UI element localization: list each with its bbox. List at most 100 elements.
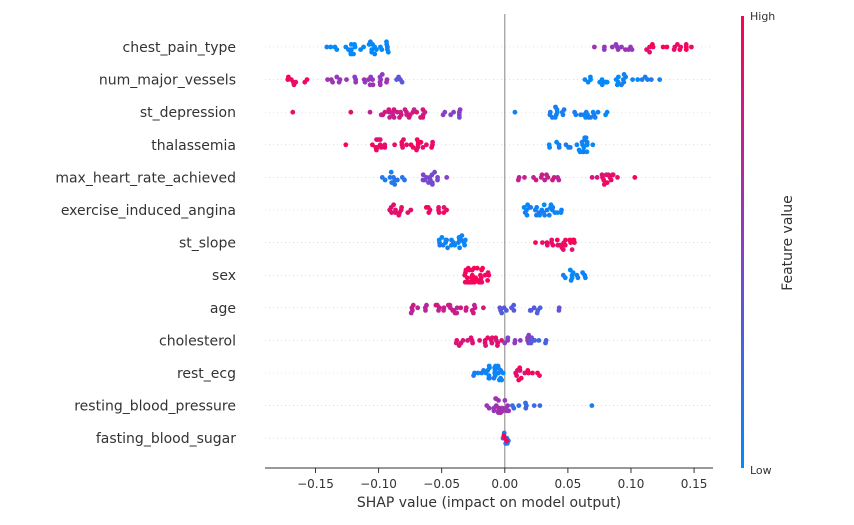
shap-point — [541, 202, 547, 208]
shap-point — [391, 107, 397, 112]
shap-point — [374, 147, 379, 153]
shap-point — [471, 265, 477, 271]
feature-label: resting_blood_pressure — [74, 399, 236, 415]
shap-point — [463, 308, 469, 313]
shap-point — [664, 44, 670, 50]
shap-point — [286, 74, 291, 80]
shap-point — [501, 433, 507, 438]
shap-point — [495, 343, 500, 348]
shap-point — [436, 308, 441, 313]
feature-labels: chest_pain_type num_major_vessels st_depre… — [55, 40, 236, 447]
shap-point — [571, 237, 577, 243]
shap-point — [524, 212, 530, 218]
shap-point — [441, 308, 446, 313]
shap-point — [583, 275, 588, 281]
shap-point — [589, 175, 595, 180]
shap-point — [426, 210, 432, 216]
shap-point — [549, 237, 555, 243]
feature-label: thalassemia — [151, 138, 236, 154]
shap-point — [379, 47, 385, 52]
shap-point — [623, 47, 628, 52]
shap-point — [432, 169, 437, 175]
shap-point — [515, 177, 521, 183]
feature-label: sex — [212, 268, 236, 284]
shap-point — [397, 115, 402, 120]
shap-point — [592, 44, 597, 50]
feature-label: num_major_vessels — [99, 73, 236, 89]
shap-point — [392, 210, 398, 216]
shap-point — [472, 302, 477, 308]
colorbar — [741, 16, 744, 468]
shap-point — [516, 377, 522, 383]
shap-point — [401, 137, 406, 143]
shap-point — [441, 205, 447, 210]
feature-label: st_depression — [140, 105, 236, 121]
x-tick-label: 0.15 — [681, 477, 708, 491]
shap-point — [578, 112, 583, 118]
shap-point — [334, 74, 340, 80]
shap-point — [486, 363, 492, 369]
shap-point — [511, 302, 517, 308]
shap-point — [353, 79, 359, 85]
shap-point — [462, 237, 468, 243]
shap-point — [454, 310, 460, 316]
shap-point — [493, 396, 499, 401]
shap-point — [477, 338, 482, 343]
feature-label: age — [210, 301, 236, 317]
shap-point — [621, 72, 627, 77]
shap-point — [457, 115, 462, 120]
shap-point — [599, 172, 605, 178]
shap-point — [414, 137, 420, 143]
shap-point — [493, 363, 498, 369]
shap-point — [555, 210, 560, 216]
shap-point — [613, 42, 619, 47]
shap-point — [424, 142, 429, 148]
shap-point — [394, 109, 400, 115]
shap-point — [485, 335, 491, 341]
shap-point — [368, 39, 373, 45]
shap-point — [531, 403, 537, 408]
shap-point — [408, 310, 414, 316]
x-axis-title: SHAP value (impact on model output) — [357, 495, 621, 511]
shap-point — [352, 42, 357, 47]
shap-point — [517, 365, 523, 371]
shap-point — [411, 107, 417, 112]
shap-point — [379, 72, 385, 77]
colorbar-high-label: High — [750, 10, 775, 23]
shap-point — [436, 210, 442, 216]
shap-point — [523, 405, 529, 411]
shap-point — [608, 177, 614, 183]
shap-point — [489, 340, 495, 346]
shap-point — [336, 79, 342, 85]
shap-point — [440, 112, 446, 118]
shap-point — [630, 77, 635, 82]
shap-point — [385, 49, 391, 55]
shap-point — [601, 182, 607, 187]
shap-point — [465, 265, 471, 271]
shap-point — [567, 267, 573, 273]
shap-point — [387, 115, 392, 120]
shap-point — [498, 410, 504, 415]
shap-point — [671, 47, 677, 52]
shap-point — [402, 107, 408, 112]
x-tick-label: −0.15 — [297, 477, 334, 491]
shap-point — [573, 112, 579, 118]
shap-point — [382, 177, 388, 183]
shap-point — [614, 82, 620, 88]
shap-point — [599, 82, 605, 88]
shap-point — [540, 240, 545, 246]
shap-point — [374, 137, 379, 143]
shap-point — [512, 340, 518, 346]
x-tick-label: −0.05 — [423, 477, 460, 491]
x-axis-ticks: −0.15 −0.10 −0.05 0.00 0.05 0.10 0.15 — [297, 468, 707, 491]
shap-point — [471, 310, 476, 316]
shap-point — [459, 233, 465, 239]
shap-point — [464, 275, 470, 281]
shap-point — [396, 74, 401, 80]
shap-point — [445, 302, 451, 308]
shap-point — [502, 398, 508, 403]
shap-point — [550, 177, 555, 183]
shap-point — [547, 145, 552, 150]
shap-point — [470, 340, 475, 346]
shap-point — [475, 370, 481, 376]
